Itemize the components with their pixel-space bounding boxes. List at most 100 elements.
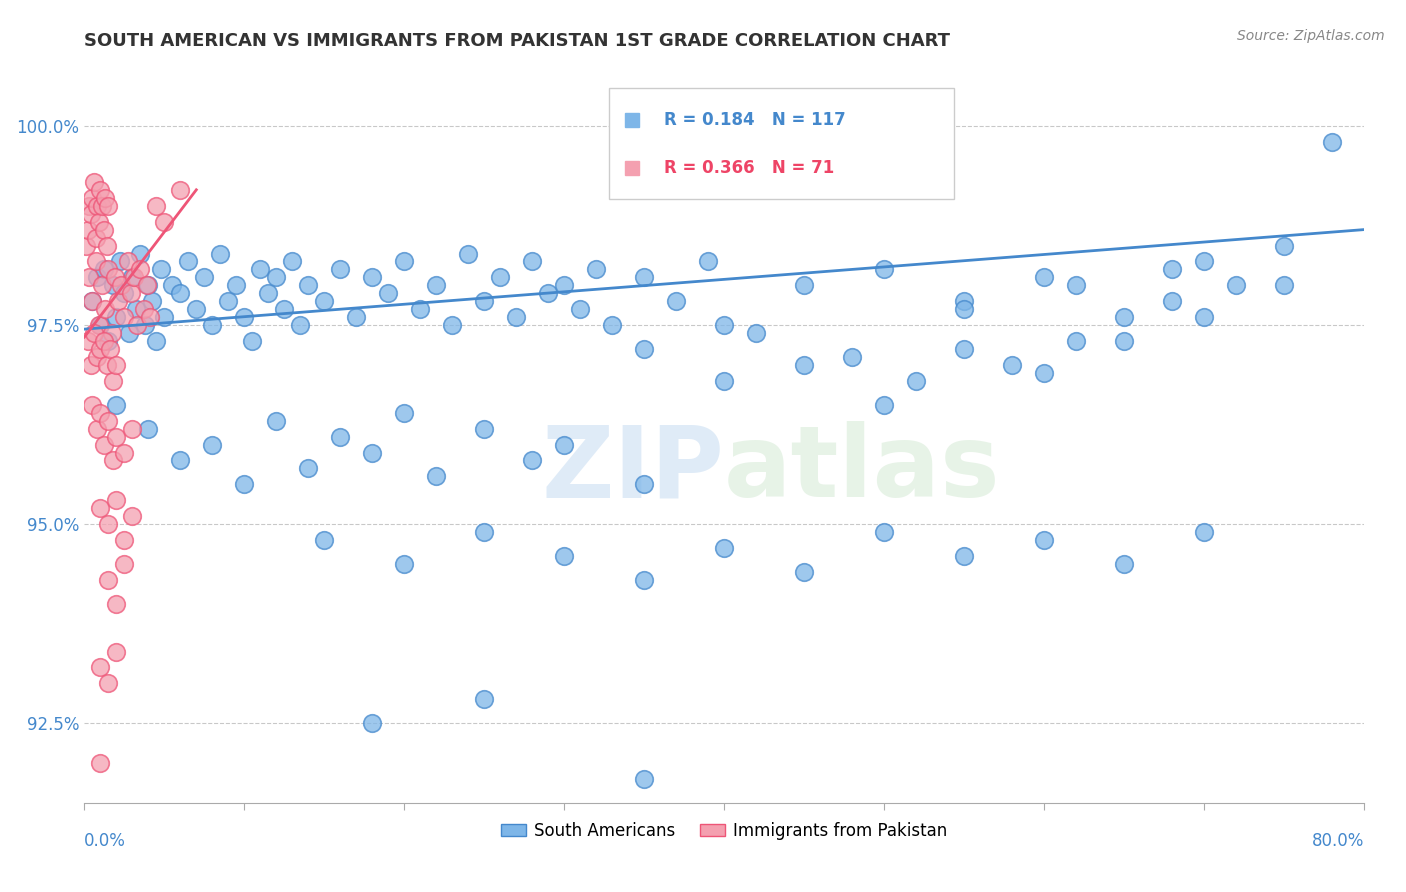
Point [86,350,108,364]
Point [93,222,115,236]
Point [1001,358,1024,372]
Point [76,334,98,348]
Point [472,294,495,309]
Text: R = 0.184   N = 117: R = 0.184 N = 117 [664,111,845,128]
Point [96,358,118,372]
Y-axis label: 1st Grade: 1st Grade [0,392,6,474]
Point [1161,294,1184,309]
Point [713,541,735,555]
Point [83,175,105,189]
Point [97,334,120,348]
Text: 0.0%: 0.0% [84,832,127,850]
Point [329,429,352,443]
Point [522,254,544,268]
Point [87,214,110,228]
Point [112,533,135,547]
Point [361,445,384,459]
Point [297,461,319,475]
Point [394,557,416,571]
Point [1272,238,1295,252]
Point [83,326,105,340]
Point [145,334,167,348]
Point [361,270,384,285]
Point [153,214,176,228]
Point [1064,278,1087,293]
Point [457,246,479,260]
Point [150,262,173,277]
Point [101,278,124,293]
Legend: South Americans, Immigrants from Pakistan: South Americans, Immigrants from Pakista… [494,815,955,847]
Point [112,286,135,301]
Point [91,199,114,213]
Point [1192,254,1215,268]
Point [1320,135,1343,149]
Point [169,183,191,197]
Point [793,565,815,579]
Point [553,278,575,293]
Point [89,183,111,197]
Point [1192,310,1215,325]
Point [953,294,976,309]
Point [793,278,815,293]
Point [97,414,120,428]
Point [273,302,295,317]
Point [841,350,863,364]
Point [264,414,288,428]
Point [138,278,160,293]
Point [139,310,162,325]
Point [135,278,157,293]
Point [124,302,146,317]
Point [97,573,120,587]
Point [193,270,215,285]
Point [89,342,111,356]
Point [425,469,447,483]
Point [77,199,100,213]
Point [472,525,495,540]
Point [75,238,97,252]
Point [745,326,768,340]
Point [97,517,120,532]
Point [713,318,735,333]
Point [314,294,336,309]
Point [697,254,720,268]
Point [240,334,263,348]
Point [86,422,108,436]
Point [201,437,224,451]
Point [633,772,655,786]
Point [129,262,152,277]
Point [96,238,118,252]
Point [505,310,527,325]
Point [1112,557,1135,571]
Point [665,294,688,309]
Text: SOUTH AMERICAN VS IMMIGRANTS FROM PAKISTAN 1ST GRADE CORRELATION CHART: SOUTH AMERICAN VS IMMIGRANTS FROM PAKIST… [84,32,950,50]
Point [121,270,143,285]
Point [121,422,143,436]
Point [186,302,208,317]
Point [82,294,104,309]
Point [713,374,735,388]
Point [105,597,128,611]
Point [264,270,288,285]
Point [225,278,247,293]
Point [91,278,114,293]
Point [1272,278,1295,293]
Point [793,358,815,372]
Text: R = 0.366   N = 71: R = 0.366 N = 71 [664,159,834,177]
Point [110,278,132,293]
Point [633,477,655,491]
Point [297,278,319,293]
Point [1112,310,1135,325]
Point [425,278,447,293]
Point [394,406,416,420]
Point [105,310,128,325]
Point [93,437,115,451]
Point [84,230,107,244]
Point [89,660,111,674]
Point [569,302,592,317]
Point [233,477,256,491]
Point [217,294,239,309]
Point [201,318,224,333]
Point [134,318,156,333]
Point [100,326,122,340]
Point [1033,366,1056,380]
